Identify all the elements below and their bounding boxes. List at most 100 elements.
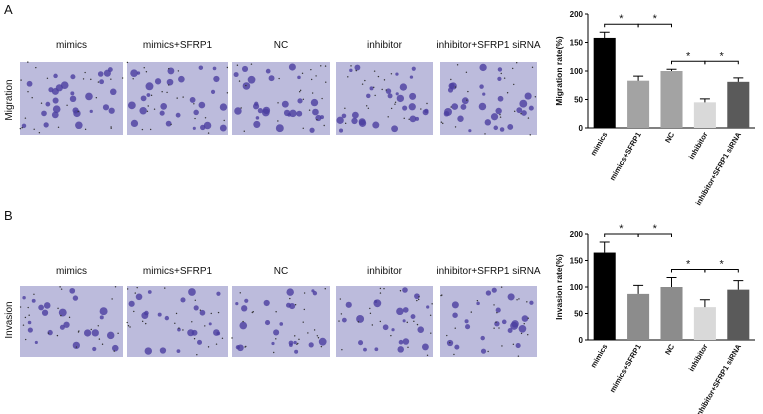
pore [529,134,531,136]
error-bar [733,280,744,290]
pore [450,78,452,81]
cell [452,312,458,318]
micrograph [20,286,123,357]
pore [487,350,489,353]
cell [21,123,27,129]
pore [355,69,357,72]
pore [369,312,372,315]
pore [301,72,304,74]
pore [24,316,27,319]
cell [219,124,227,132]
pore [21,127,23,129]
pore [84,128,87,131]
pore [357,321,360,323]
cell [147,290,152,294]
cell [273,329,280,336]
pore [385,89,387,91]
pore [442,122,444,125]
micrograph [336,62,433,135]
bar [693,102,716,128]
pore [178,327,180,329]
cell [187,329,195,337]
error-bar [699,98,710,103]
pore [520,112,522,115]
cell [99,315,104,320]
cell [448,82,455,89]
cell [60,81,69,90]
pore [367,107,370,109]
cell [339,128,344,133]
cell [130,119,139,128]
cell [263,299,270,307]
pore [344,122,347,125]
error-bar [699,299,710,308]
pore [182,329,184,331]
pore [78,330,80,332]
cell [41,110,47,117]
pore [341,349,343,351]
significance-label: * [619,13,624,25]
pore [387,116,389,118]
pore [347,76,349,78]
pore [383,79,386,81]
cell [391,328,395,332]
significance-bracket [704,268,739,273]
cell [257,108,263,114]
pore [175,312,178,315]
pore [145,71,148,73]
cell [372,121,380,129]
cell [241,65,249,72]
cell [22,295,26,300]
cell [499,127,505,132]
error-bar [666,68,677,71]
x-tick-label: mimics [589,131,610,158]
pore [240,107,242,109]
pore [501,345,503,347]
cell [286,302,291,308]
bar [593,252,616,340]
pore [403,117,405,120]
pore [426,354,429,356]
pore [315,75,317,77]
cell [69,95,77,103]
pore [339,298,342,300]
pore [236,64,239,66]
pore [317,337,320,339]
pore [303,292,306,294]
pore [321,97,323,100]
cell [198,65,204,70]
pore [277,120,279,122]
cell [92,346,97,352]
pore [416,299,418,302]
cell [382,324,389,331]
pore [496,312,498,314]
pore [60,314,62,317]
pore [338,320,340,322]
pore [68,316,71,319]
cell [289,109,297,118]
cell [397,346,404,353]
cell [507,328,513,333]
cell [399,83,408,91]
cell [281,100,289,108]
pore [476,299,479,302]
pore [361,83,364,85]
pore [527,117,530,119]
cell [75,121,83,130]
cell [482,92,486,96]
cell [72,341,80,350]
cell [398,339,404,345]
image-label: mimics [56,40,87,51]
pore [513,83,515,86]
image-label: mimics [56,266,87,277]
pore [101,343,104,345]
pore [31,97,33,99]
y-tick-label: 150 [570,257,584,266]
cell [528,105,534,111]
pore [364,79,366,82]
pore [324,65,327,67]
pore [95,97,98,99]
pore [129,326,131,328]
pore [440,294,442,297]
cell [497,76,502,81]
